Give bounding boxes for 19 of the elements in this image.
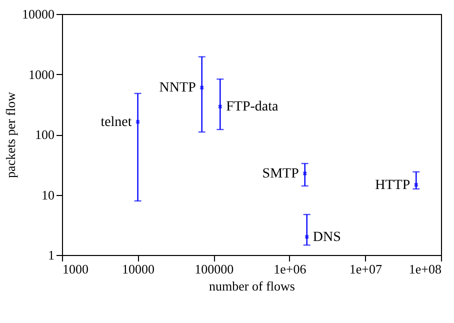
x-tick-label: 1e+08 — [408, 262, 442, 276]
annotation: FTP-data — [226, 100, 280, 115]
x-tick-label: 10000 — [122, 262, 155, 276]
x-tick-label: 1000 — [62, 262, 88, 276]
annotation: NNTP — [159, 80, 196, 96]
y-tick-label: 1 — [48, 248, 54, 262]
annotation: telnet — [100, 114, 132, 130]
y-tick-label: 100 — [35, 127, 54, 142]
x-tick-label: 1e+07 — [349, 262, 382, 276]
annotation: HTTP — [375, 178, 410, 193]
y-tick-label: 10 — [42, 187, 54, 202]
x-tick-label: 100000 — [194, 262, 234, 276]
y-tick-label: 1000 — [28, 66, 54, 82]
y-axis-title: packets per flow — [3, 91, 18, 178]
x-tick-label: 1e+06 — [274, 262, 307, 276]
annotation: SMTP — [262, 166, 300, 182]
y-tick-label: 10000 — [22, 6, 54, 22]
x-axis-title: number of flows — [209, 278, 295, 294]
annotation: DNS — [312, 230, 341, 245]
